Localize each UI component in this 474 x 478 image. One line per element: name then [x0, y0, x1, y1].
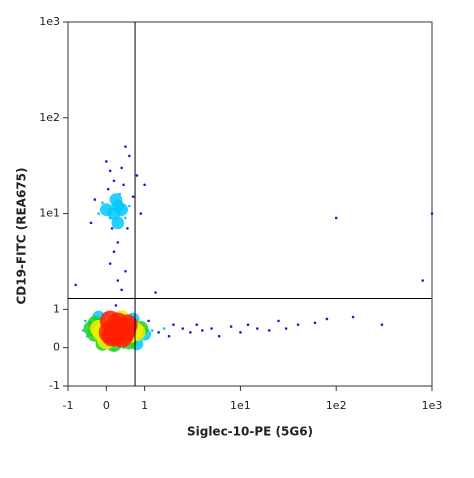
event-dot [277, 319, 280, 323]
event-dot [124, 216, 127, 220]
event-dot [108, 262, 112, 265]
y-axis-title: CD19-FITC (REA675) [15, 167, 29, 304]
event-dot [135, 174, 139, 177]
event-dot [93, 198, 97, 201]
event-dot [201, 329, 204, 332]
event-dot [108, 169, 112, 173]
event-dot [195, 323, 199, 326]
event-dot [105, 320, 130, 345]
x-tick-label: 1 [141, 399, 148, 412]
event-dot [120, 288, 123, 292]
event-dot [167, 334, 171, 338]
event-dot [172, 323, 175, 326]
y-tick-label: -1 [49, 379, 60, 392]
event-dot [430, 212, 434, 215]
event-dot [351, 315, 355, 319]
x-tick-label: -1 [63, 399, 74, 412]
event-dot [83, 319, 87, 323]
event-dot [162, 327, 166, 330]
event-dot [122, 183, 125, 187]
event-dot [246, 323, 250, 326]
event-dot [210, 327, 213, 330]
event-dot [120, 166, 123, 170]
event-dot [143, 183, 146, 187]
event-dot [128, 204, 131, 208]
event-dot [239, 331, 242, 334]
event-dot [124, 145, 127, 148]
event-dot [255, 327, 259, 330]
event-dot [313, 321, 317, 325]
event-dot [89, 221, 93, 225]
event-dot [101, 201, 104, 204]
x-tick-label: 1e2 [326, 399, 347, 412]
event-dot [334, 216, 338, 220]
event-dot [99, 203, 113, 216]
event-dot [128, 154, 131, 158]
y-tick-label: 1e2 [39, 111, 60, 124]
event-dot [131, 195, 135, 199]
event-dot [380, 323, 384, 326]
x-tick-label: 0 [103, 399, 110, 412]
event-dot [325, 317, 329, 321]
event-dot [74, 283, 77, 287]
event-dot [111, 216, 125, 230]
event-dot [154, 291, 157, 294]
y-tick-label: 0 [53, 341, 60, 354]
event-dot [139, 212, 143, 215]
event-dot [217, 334, 221, 338]
y-tick-label: 1e3 [39, 15, 60, 28]
event-dot [150, 329, 154, 332]
event-dot [284, 327, 288, 330]
event-dot [126, 227, 129, 230]
event-dot [189, 331, 192, 334]
event-dot [110, 227, 114, 230]
event-dot [181, 327, 185, 330]
event-dot [106, 187, 110, 191]
event-dot [97, 212, 100, 215]
event-dot [105, 160, 108, 163]
y-tick-label: 1e1 [39, 207, 60, 220]
x-tick-label: 1e1 [230, 399, 251, 412]
event-dot [147, 319, 150, 323]
event-dot [116, 241, 120, 244]
plot-frame [67, 21, 433, 387]
event-dot [114, 304, 118, 307]
event-dot [296, 323, 300, 326]
event-dot [124, 269, 127, 273]
x-axis-title: Siglec-10-PE (5G6) [187, 425, 313, 439]
event-dot [229, 325, 233, 328]
y-tick-label: 1 [53, 302, 60, 315]
event-dot [267, 329, 271, 332]
event-dot [112, 250, 116, 253]
event-dot [112, 179, 116, 183]
event-dot [421, 279, 425, 282]
event-dot [116, 279, 120, 282]
event-dot [157, 331, 160, 334]
event-dot [115, 203, 129, 216]
x-tick-label: 1e3 [422, 399, 443, 412]
event-dot [109, 193, 123, 206]
